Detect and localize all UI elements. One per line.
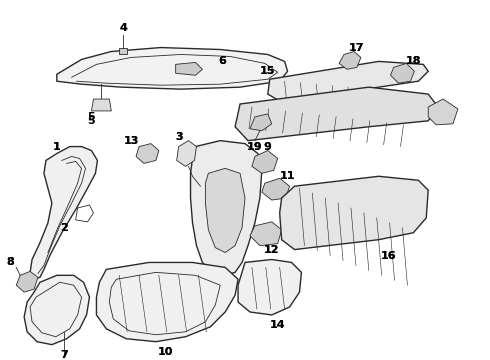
Text: 3: 3	[175, 132, 182, 142]
Polygon shape	[191, 141, 262, 275]
Polygon shape	[252, 150, 278, 173]
Text: 19: 19	[247, 141, 263, 152]
Polygon shape	[57, 48, 288, 89]
Polygon shape	[268, 62, 428, 101]
Text: 1: 1	[53, 141, 61, 152]
Text: 10: 10	[158, 347, 173, 357]
Text: 1: 1	[53, 141, 61, 152]
Text: 4: 4	[119, 23, 127, 33]
Text: 19: 19	[247, 141, 263, 152]
Polygon shape	[250, 114, 272, 131]
Text: 11: 11	[280, 171, 295, 181]
Text: 2: 2	[60, 223, 68, 233]
Text: 14: 14	[270, 320, 286, 330]
Text: 16: 16	[381, 251, 396, 261]
Polygon shape	[238, 260, 301, 315]
Text: 17: 17	[349, 42, 365, 53]
Polygon shape	[339, 51, 361, 69]
Polygon shape	[176, 62, 202, 75]
Text: 6: 6	[218, 57, 226, 66]
Text: 16: 16	[381, 251, 396, 261]
Polygon shape	[119, 48, 127, 54]
Text: 4: 4	[119, 23, 127, 33]
Text: 10: 10	[158, 347, 173, 357]
Polygon shape	[280, 176, 428, 249]
Text: 15: 15	[260, 66, 275, 76]
Polygon shape	[428, 99, 458, 125]
Polygon shape	[205, 168, 245, 253]
Polygon shape	[391, 63, 415, 83]
Text: 5: 5	[88, 112, 95, 122]
Polygon shape	[92, 99, 111, 111]
Polygon shape	[177, 141, 196, 166]
Text: 12: 12	[264, 244, 279, 255]
Text: 13: 13	[123, 136, 139, 146]
Text: 6: 6	[218, 57, 226, 66]
Polygon shape	[97, 262, 238, 342]
Text: 11: 11	[280, 171, 295, 181]
Polygon shape	[24, 275, 90, 345]
Text: 5: 5	[88, 116, 95, 126]
Text: 8: 8	[6, 257, 14, 267]
Polygon shape	[16, 271, 38, 292]
Polygon shape	[262, 178, 290, 200]
Text: 17: 17	[349, 42, 365, 53]
Text: 8: 8	[6, 257, 14, 267]
Text: 14: 14	[270, 320, 286, 330]
Text: 18: 18	[406, 57, 421, 66]
Text: 3: 3	[175, 132, 182, 142]
Text: 2: 2	[60, 223, 68, 233]
Polygon shape	[136, 144, 159, 163]
Text: 12: 12	[264, 244, 279, 255]
Text: 9: 9	[264, 141, 272, 152]
Polygon shape	[250, 222, 282, 246]
Text: 13: 13	[123, 136, 139, 146]
Text: 7: 7	[60, 350, 68, 360]
Polygon shape	[30, 147, 98, 279]
Text: 15: 15	[260, 66, 275, 76]
Text: 7: 7	[60, 350, 68, 360]
Text: 18: 18	[406, 57, 421, 66]
Text: 9: 9	[264, 141, 272, 152]
Polygon shape	[235, 87, 438, 141]
